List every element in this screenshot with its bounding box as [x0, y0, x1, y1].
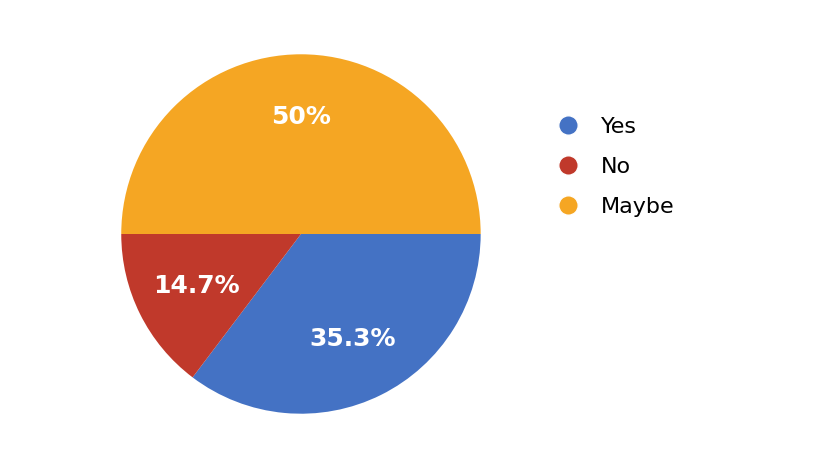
Text: 35.3%: 35.3%: [310, 327, 396, 351]
Wedge shape: [192, 234, 481, 414]
Legend: Yes, No, Maybe: Yes, No, Maybe: [537, 108, 684, 226]
Text: 14.7%: 14.7%: [153, 274, 240, 298]
Text: 50%: 50%: [271, 105, 331, 129]
Wedge shape: [121, 54, 481, 234]
Wedge shape: [121, 234, 301, 377]
